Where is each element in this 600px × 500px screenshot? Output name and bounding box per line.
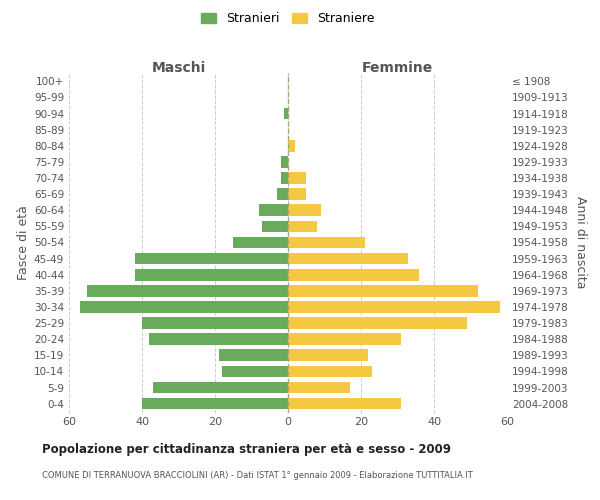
Bar	[288, 140, 295, 151]
Bar	[288, 398, 401, 409]
Bar	[288, 301, 500, 313]
Bar	[134, 269, 288, 280]
Bar	[262, 220, 288, 232]
Legend: Stranieri, Straniere: Stranieri, Straniere	[196, 7, 380, 30]
Bar	[288, 318, 467, 329]
Bar	[281, 172, 288, 184]
Bar	[281, 156, 288, 168]
Bar	[153, 382, 288, 394]
Bar	[259, 204, 288, 216]
Bar	[288, 236, 365, 248]
Bar	[284, 108, 288, 120]
Bar	[288, 366, 372, 377]
Bar	[218, 350, 288, 361]
Bar	[288, 350, 368, 361]
Bar	[134, 253, 288, 264]
Bar	[288, 204, 321, 216]
Bar	[288, 285, 478, 296]
Bar	[288, 334, 401, 345]
Text: Femmine: Femmine	[362, 62, 433, 76]
Bar	[288, 172, 306, 184]
Bar	[223, 366, 288, 377]
Text: COMUNE DI TERRANUOVA BRACCIOLINI (AR) - Dati ISTAT 1° gennaio 2009 - Elaborazion: COMUNE DI TERRANUOVA BRACCIOLINI (AR) - …	[42, 471, 473, 480]
Text: Maschi: Maschi	[151, 62, 206, 76]
Y-axis label: Anni di nascita: Anni di nascita	[574, 196, 587, 288]
Y-axis label: Fasce di età: Fasce di età	[17, 205, 30, 280]
Bar	[288, 382, 350, 394]
Bar	[288, 269, 419, 280]
Bar	[277, 188, 288, 200]
Bar	[288, 188, 306, 200]
Text: Popolazione per cittadinanza straniera per età e sesso - 2009: Popolazione per cittadinanza straniera p…	[42, 442, 451, 456]
Bar	[80, 301, 288, 313]
Bar	[142, 398, 288, 409]
Bar	[288, 253, 409, 264]
Bar	[233, 236, 288, 248]
Bar	[149, 334, 288, 345]
Bar	[142, 318, 288, 329]
Bar	[288, 220, 317, 232]
Bar	[87, 285, 288, 296]
